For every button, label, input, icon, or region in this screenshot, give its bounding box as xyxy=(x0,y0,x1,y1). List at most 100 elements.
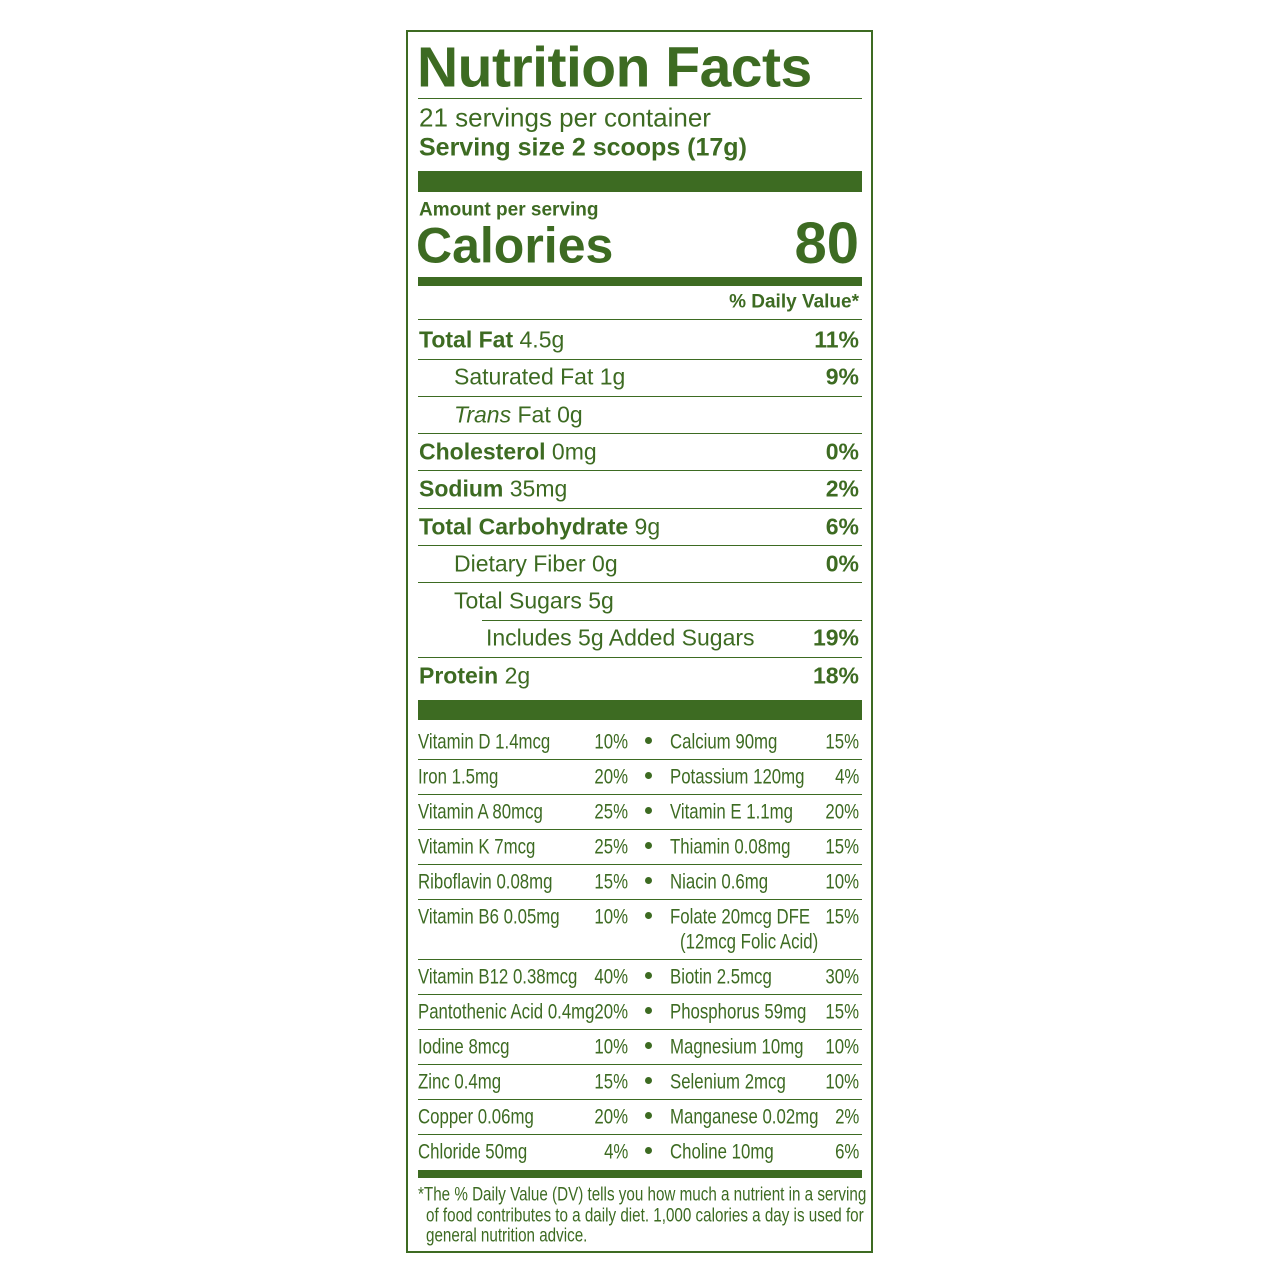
bullet xyxy=(645,1112,652,1119)
nutrient-amount: 4.5g xyxy=(519,326,565,353)
vitamin-name-text: Thiamin 0.08mg xyxy=(670,835,791,859)
nutrient-name: Includes 5g Added Sugars xyxy=(486,624,755,651)
rule xyxy=(418,433,862,435)
vitamin-dv-text: 10% xyxy=(594,1035,628,1059)
vitamin-dv-text: 10% xyxy=(825,1035,859,1059)
rule xyxy=(418,1029,862,1030)
vitamin-name: Vitamin B12 0.38mcg xyxy=(418,965,617,988)
rule xyxy=(418,470,862,472)
nutrient-label: Fat xyxy=(517,400,551,427)
vitamin-dv-text: 15% xyxy=(594,1070,628,1094)
nutrient-dv: 9% xyxy=(825,363,859,390)
rule xyxy=(418,656,862,658)
vitamin-name: Vitamin K 7mcg xyxy=(418,835,565,858)
vitamin-dv: 25% xyxy=(586,835,628,858)
vitamin-name: Niacin 0.6mg xyxy=(670,870,793,893)
vitamin-dv: 6% xyxy=(829,1140,859,1163)
vitamin-dv-text: 20% xyxy=(825,800,859,824)
nutrient-name: Protein 2g xyxy=(419,662,530,688)
vitamin-dv: 15% xyxy=(817,1000,859,1023)
nutrient-dv: 18% xyxy=(812,662,859,689)
vitamin-dv-text: 25% xyxy=(594,800,628,824)
vitamin-name: Iron 1.5mg xyxy=(418,765,518,788)
vitamin-name: Manganese 0.02mg xyxy=(670,1105,856,1128)
vitamin-dv: 10% xyxy=(817,1070,859,1093)
bullet xyxy=(645,772,652,779)
bullet xyxy=(645,737,652,744)
vitamin-name-text: Zinc 0.4mg xyxy=(418,1070,502,1094)
vitamin-dv-text: 10% xyxy=(825,870,859,894)
vitamin-dv-text: 15% xyxy=(825,905,859,929)
bullet xyxy=(645,807,652,814)
vitamin-dv-text: 4% xyxy=(834,765,859,789)
vitamin-dv-text: 2% xyxy=(834,1105,859,1129)
vitamin-dv: 20% xyxy=(586,1105,628,1128)
nutrient-name: Total Carbohydrate 9g xyxy=(419,512,661,539)
nutrient-amount: 0g xyxy=(557,400,583,427)
vitamin-dv: 15% xyxy=(586,1070,628,1093)
rule xyxy=(418,794,862,795)
vitamin-dv: 10% xyxy=(817,870,859,893)
vitamin-dv-text: 15% xyxy=(825,1000,859,1024)
nutrient-dv: 0% xyxy=(825,550,859,577)
bullet xyxy=(645,1007,652,1014)
nutrient-name: Trans Fat 0g xyxy=(454,400,583,427)
vitamin-name-text: Biotin 2.5mcg xyxy=(670,965,772,989)
bullet xyxy=(645,842,652,849)
vitamin-name: Vitamin D 1.4mcg xyxy=(418,730,583,753)
nutrient-name: Dietary Fiber 0g xyxy=(454,550,618,577)
nutrient-dv: 0% xyxy=(825,438,859,465)
vitamin-dv-text: 15% xyxy=(594,870,628,894)
rule xyxy=(418,959,862,960)
nutrient-label: Total Fat xyxy=(419,326,514,353)
footnote-line-text: of food contributes to a daily diet. 1,0… xyxy=(426,1205,864,1227)
servings: 21 servings per container xyxy=(419,102,711,133)
nutrient-amount: 9g xyxy=(634,512,661,539)
vitamin-name-text: Phosphorus 59mg xyxy=(670,1000,807,1024)
vitamin-dv-text: 20% xyxy=(594,1105,628,1129)
vitamin-name: Folate 20mcg DFE xyxy=(670,905,845,928)
dv-header: % Daily Value* xyxy=(729,291,859,313)
rule xyxy=(418,319,862,320)
vitamin-name: Choline 10mg xyxy=(670,1140,800,1163)
nutrient-amount: 5g xyxy=(588,587,614,614)
rule xyxy=(418,582,862,584)
rule xyxy=(418,1134,862,1135)
vitamin-dv: 20% xyxy=(817,800,859,823)
vitamin-dv-text: 10% xyxy=(594,730,628,754)
rule xyxy=(418,1099,862,1100)
vitamin-dv: 25% xyxy=(586,800,628,823)
vitamin-name: Magnesium 10mg xyxy=(670,1035,837,1058)
nutrient-label: Dietary Fiber xyxy=(454,550,586,577)
label-border xyxy=(406,30,873,1253)
rule xyxy=(418,994,862,995)
nutrient-amount: 35mg xyxy=(509,475,568,502)
vitamin-note: (12mcg Folic Acid) xyxy=(680,930,853,953)
vitamin-dv: 10% xyxy=(586,905,628,928)
vitamin-dv-text: 6% xyxy=(834,1140,859,1164)
vitamin-name-text: Manganese 0.02mg xyxy=(670,1105,819,1129)
calories-label: Calories xyxy=(416,217,614,274)
amount-per-serving: Amount per serving xyxy=(419,199,599,221)
nutrient-name: Total Sugars 5g xyxy=(454,588,614,613)
rule xyxy=(418,1064,862,1065)
vitamin-name: Selenium 2mcg xyxy=(670,1070,815,1093)
footnote-line-text: *The % Daily Value (DV) tells you how mu… xyxy=(418,1184,867,1206)
vitamin-name: Thiamin 0.08mg xyxy=(670,835,821,858)
vitamin-name: Vitamin B6 0.05mg xyxy=(418,905,595,928)
thick-rule xyxy=(418,700,862,720)
bullet xyxy=(645,1042,652,1049)
vitamin-dv: 10% xyxy=(586,730,628,753)
rule xyxy=(482,619,862,621)
rule xyxy=(418,829,862,830)
nutrient-label: Includes 5g Added Sugars xyxy=(486,624,755,651)
vitamin-dv-text: 40% xyxy=(594,965,628,989)
vitamin-name: Iodine 8mcg xyxy=(418,1035,532,1058)
vitamin-name-text: Potassium 120mg xyxy=(670,765,805,789)
thick-rule xyxy=(418,277,862,286)
nutrient-label: Sodium xyxy=(419,475,504,502)
vitamin-dv-text: 15% xyxy=(825,835,859,859)
nutrient-name: Saturated Fat 1g xyxy=(454,364,625,390)
bullet xyxy=(645,877,652,884)
